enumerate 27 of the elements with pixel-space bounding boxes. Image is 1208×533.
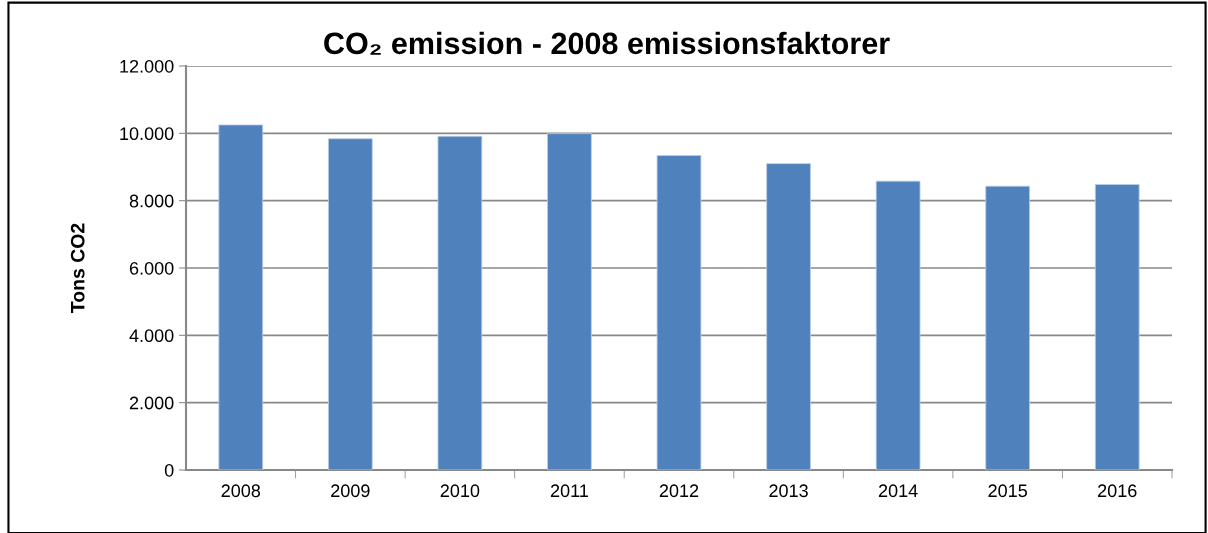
y-axis-title: Tons CO2: [70, 223, 85, 313]
y-tick-label: 2.000: [129, 396, 174, 410]
y-tick-label: 8.000: [129, 194, 174, 208]
x-tick-label: 2008: [221, 484, 261, 498]
y-tick-label: 12.000: [120, 59, 174, 73]
bar: [328, 138, 373, 470]
x-tick-label: 2013: [769, 484, 808, 498]
x-tick-label: 2015: [988, 484, 1027, 498]
bar: [875, 180, 921, 470]
x-tick-label: 2011: [550, 484, 588, 498]
y-tick-label: 0: [164, 463, 174, 477]
x-tick-label: 2012: [659, 484, 699, 498]
bar: [1094, 184, 1140, 470]
y-tick-label: 10.000: [120, 127, 174, 141]
bar: [656, 155, 702, 470]
y-tick-label: 4.000: [129, 329, 174, 343]
bar: [547, 133, 592, 470]
x-tick-label: 2010: [440, 484, 480, 498]
bar: [766, 163, 811, 470]
bar: [437, 135, 483, 470]
y-tick-label: 6.000: [129, 261, 174, 275]
bar: [985, 185, 1030, 470]
x-tick-label: 2014: [878, 484, 918, 498]
bar: [218, 124, 264, 470]
chart-title: CO₂ emission - 2008 emissionsfaktorer: [324, 31, 890, 55]
x-tick-label: 2016: [1098, 484, 1137, 498]
x-tick-label: 2009: [331, 484, 370, 498]
